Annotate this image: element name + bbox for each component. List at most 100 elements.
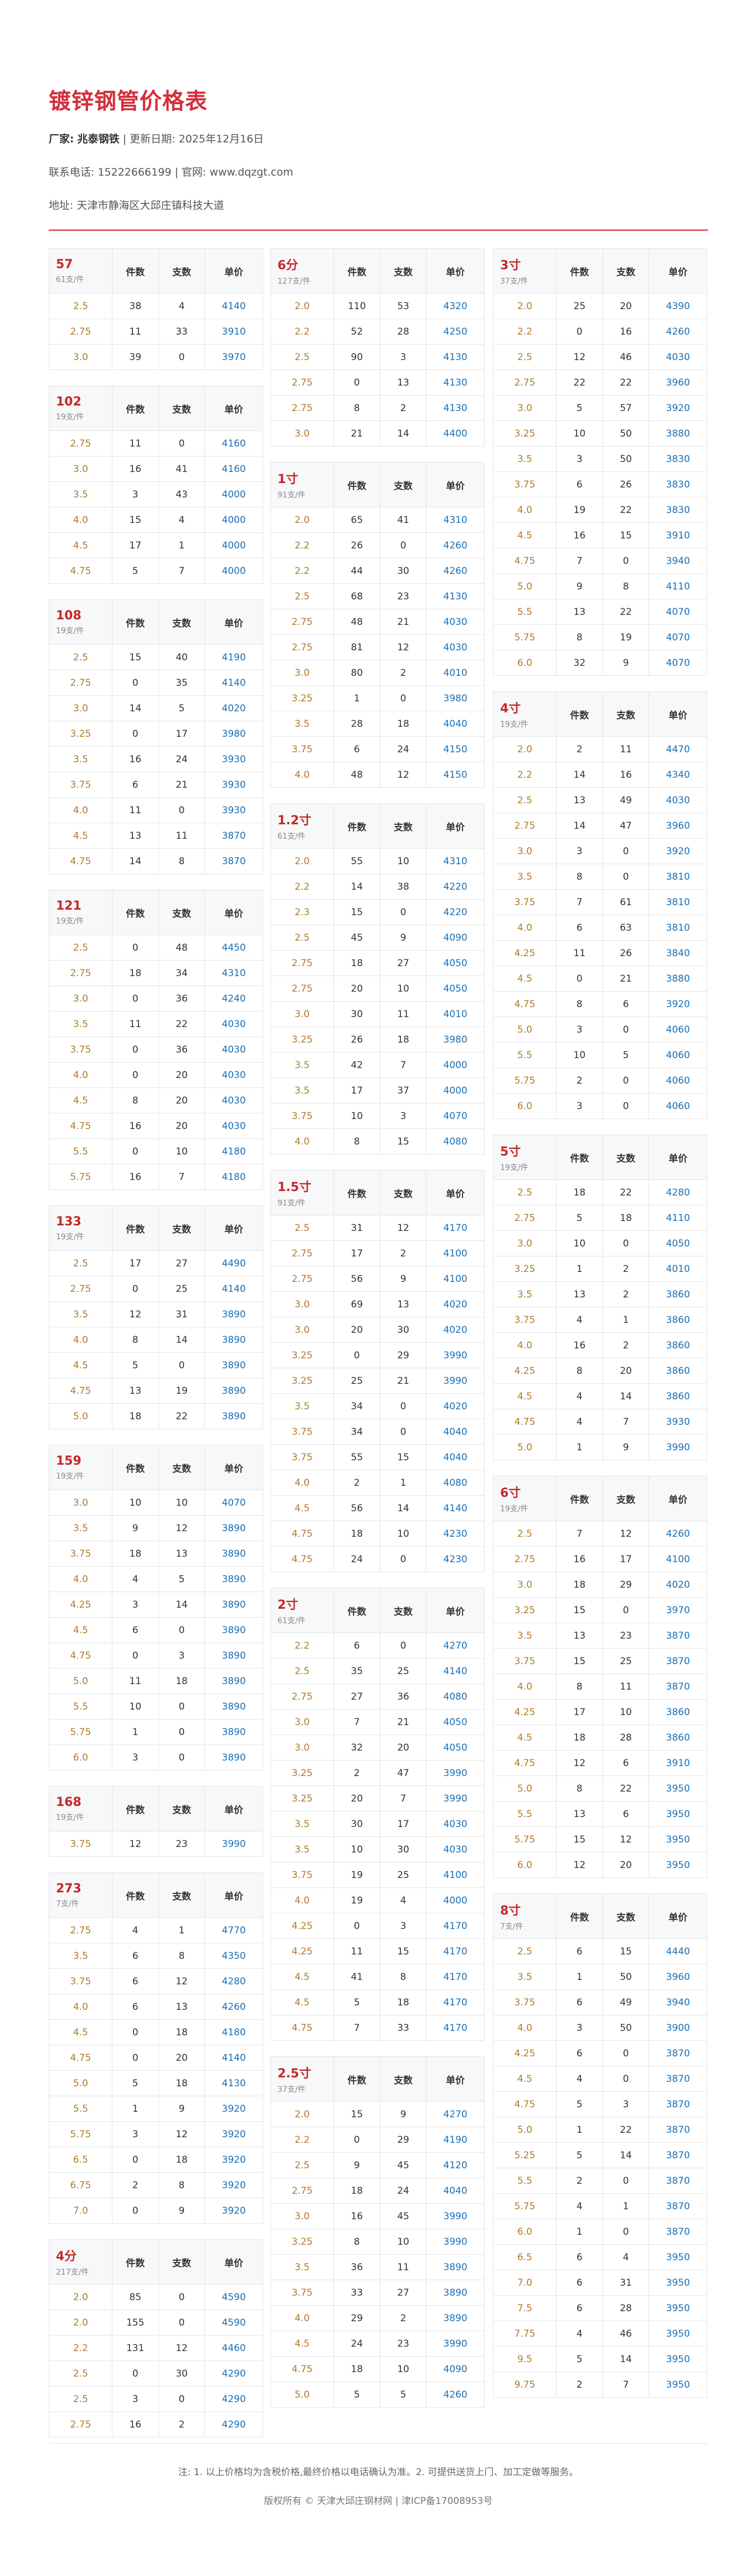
spec-name: 1.2寸 [277, 814, 311, 828]
spec-name: 1寸 [277, 473, 299, 486]
table-row: 9.75 2 7 3950 [493, 2372, 707, 2398]
price-cell: 4130 [426, 395, 485, 421]
pcs-cell: 4 [602, 2244, 650, 2270]
price-cell: 3890 [204, 1515, 263, 1541]
pcs-cell: 0 [158, 2386, 205, 2412]
spec-per-bundle: 91支/件 [277, 491, 306, 500]
price-table: 2.5寸 37支/件 件数 支数 单价 2.0 15 9 4270 2.2 0 29 4190 2.5 9 4… [270, 2056, 485, 2408]
pcs-cell: 0 [379, 685, 427, 711]
thickness-cell: 3.0 [270, 1291, 334, 1317]
table-row: 5.5 13 22 4070 [493, 599, 707, 625]
spec-per-bundle: 19支/件 [56, 916, 84, 926]
spec-per-bundle: 7支/件 [500, 1922, 523, 1931]
table-row: 3.75 55 15 4040 [270, 1444, 485, 1470]
thickness-cell: 4.25 [493, 2040, 557, 2066]
pcs-cell: 12 [158, 1968, 205, 1994]
table-row: 3.0 20 30 4020 [270, 1317, 485, 1343]
table-row: 5.75 8 19 4070 [493, 624, 707, 650]
price-cell: 4010 [426, 660, 485, 686]
table-row: 3.25 25 21 3990 [270, 1368, 485, 1394]
qty-cell: 18 [556, 1572, 603, 1598]
qty-cell: 155 [112, 2310, 159, 2336]
thickness-cell: 2.0 [270, 2101, 334, 2127]
spec-per-bundle: 19支/件 [56, 626, 84, 635]
price-cell: 3970 [649, 1597, 707, 1623]
price-cell: 4230 [426, 1546, 485, 1572]
table-row: 3.0 21 14 4400 [270, 420, 485, 447]
pcs-cell: 18 [158, 2147, 205, 2173]
pcs-cell: 20 [158, 1087, 205, 1113]
pcs-cell: 18 [158, 2019, 205, 2045]
table-row: 3.0 39 0 3970 [49, 344, 263, 370]
table-row: 2.0 2 11 4470 [493, 736, 707, 762]
price-cell: 4340 [649, 762, 707, 788]
pcs-cell: 14 [602, 1383, 650, 1409]
qty-cell: 4 [556, 1409, 603, 1435]
price-cell: 4060 [649, 1093, 707, 1119]
pcs-cell: 30 [158, 2361, 205, 2387]
table-row: 4.0 3 50 3900 [493, 2015, 707, 2041]
table-row: 6.0 12 20 3950 [493, 1852, 707, 1878]
thickness-cell: 2.2 [49, 2335, 112, 2361]
thickness-cell: 3.25 [270, 685, 334, 711]
qty-cell: 0 [112, 2361, 159, 2387]
spec-name: 2.5寸 [277, 2067, 311, 2081]
qty-cell: 8 [333, 1128, 380, 1154]
thickness-cell: 5.0 [493, 1434, 557, 1460]
thickness-cell: 2.5 [270, 1658, 334, 1684]
qty-cell: 34 [333, 1393, 380, 1419]
table-row: 2.75 48 21 4030 [270, 609, 485, 635]
thickness-cell: 2.75 [49, 2411, 112, 2438]
price-cell: 4240 [204, 986, 263, 1012]
price-cell: 3960 [649, 1964, 707, 1990]
pcs-cell: 0 [158, 1352, 205, 1378]
pcs-cell: 0 [602, 548, 650, 574]
table-row: 3.25 2 47 3990 [270, 1760, 485, 1786]
pcs-cell: 8 [158, 2172, 205, 2198]
pcs-cell: 7 [158, 1164, 205, 1190]
pcs-cell: 57 [602, 395, 650, 421]
price-cell: 3940 [649, 1989, 707, 2015]
pcs-cell: 3 [602, 2091, 650, 2117]
price-cell: 4050 [426, 1709, 485, 1735]
thickness-cell: 6.0 [493, 650, 557, 676]
pcs-cell: 18 [158, 1668, 205, 1694]
price-cell: 3860 [649, 1307, 707, 1333]
table-row: 4.0 16 2 3860 [493, 1332, 707, 1358]
table-row: 2.2 6 0 4270 [270, 1633, 485, 1659]
pcs-cell: 27 [379, 2280, 427, 2306]
price-cell: 4220 [426, 874, 485, 900]
qty-cell: 18 [112, 1403, 159, 1429]
pcs-header: 支数 [602, 1476, 650, 1521]
spec-cell: 2.5寸 37支/件 [270, 2056, 334, 2102]
pcs-cell: 24 [379, 736, 427, 762]
qty-cell: 4 [556, 2321, 603, 2347]
pcs-cell: 35 [158, 670, 205, 696]
table-row: 7.0 0 9 3920 [49, 2198, 263, 2224]
pcs-cell: 11 [602, 1674, 650, 1700]
footer-copyright[interactable]: 版权所有 © 天津大邱庄钢材网 | 津ICP备17008953号 [264, 2496, 493, 2507]
pcs-cell: 9 [602, 1434, 650, 1460]
qty-cell: 3 [112, 2121, 159, 2147]
price-cell: 4140 [204, 670, 263, 696]
contact-line[interactable]: 联系电话: 15222666199 | 官网: www.dqzgt.com [49, 166, 294, 178]
qty-cell: 17 [333, 1240, 380, 1266]
price-cell: 4220 [426, 899, 485, 925]
table-row: 3.75 7 61 3810 [493, 889, 707, 915]
qty-cell: 12 [556, 344, 603, 370]
thickness-cell: 4.5 [493, 522, 557, 548]
qty-cell: 14 [112, 848, 159, 874]
table-row: 4.75 5 3 3870 [493, 2091, 707, 2117]
price-cell: 3950 [649, 1826, 707, 1853]
thickness-cell: 4.75 [270, 1546, 334, 1572]
thickness-cell: 4.5 [493, 2066, 557, 2092]
thickness-cell: 3.75 [270, 736, 334, 762]
price-cell: 4100 [426, 1862, 485, 1888]
price-cell: 4350 [204, 1943, 263, 1969]
table-row: 2.5 0 48 4450 [49, 935, 263, 961]
pcs-cell: 6 [602, 1801, 650, 1827]
qty-cell: 48 [333, 609, 380, 635]
table-row: 6.0 3 0 4060 [493, 1093, 707, 1119]
table-row: 3.0 18 29 4020 [493, 1572, 707, 1598]
price-cell: 3920 [204, 2198, 263, 2224]
